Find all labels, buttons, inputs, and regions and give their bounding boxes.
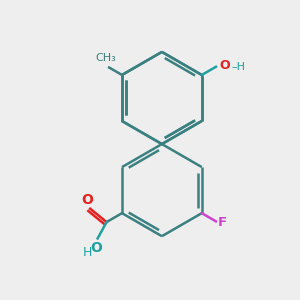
Text: –H: –H (231, 62, 245, 72)
Text: O: O (220, 59, 230, 72)
Text: H: H (82, 246, 92, 259)
Text: O: O (90, 242, 102, 255)
Text: O: O (81, 193, 93, 207)
Text: F: F (218, 216, 226, 229)
Text: CH₃: CH₃ (96, 53, 116, 63)
